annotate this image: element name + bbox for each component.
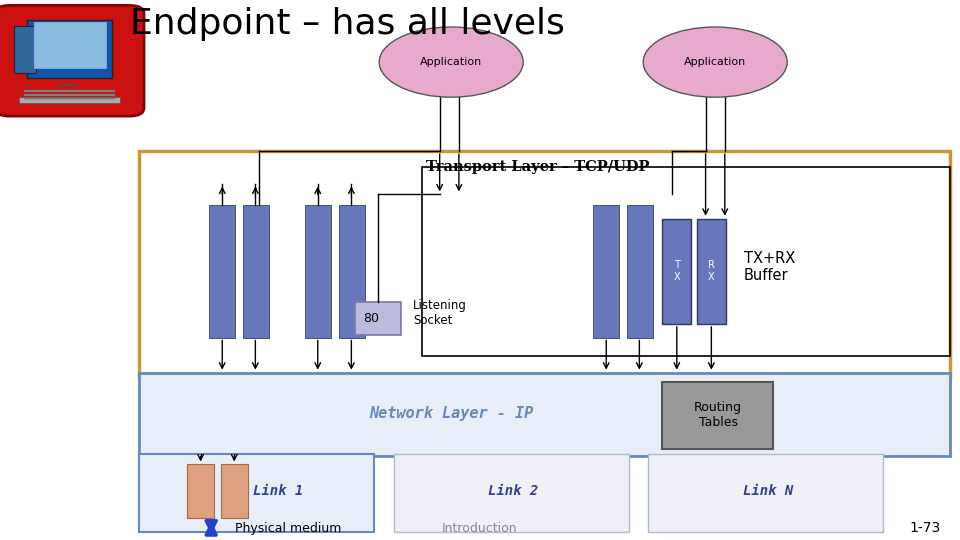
Bar [187,464,214,518]
Bar [139,151,950,378]
Ellipse shape [643,27,787,97]
Bar [139,373,950,456]
Bar [139,454,374,532]
Text: T
X: T X [674,260,680,282]
Text: 1-73: 1-73 [909,521,941,535]
Ellipse shape [379,27,523,97]
Text: Transport Layer – TCP/UDP: Transport Layer – TCP/UDP [426,160,649,174]
Bar [593,205,619,338]
Bar [662,382,773,449]
Bar [355,302,401,335]
FancyBboxPatch shape [0,5,144,116]
Bar [305,205,331,338]
Text: Network Layer - IP: Network Layer - IP [369,406,534,421]
Bar [697,219,726,324]
Text: 80: 80 [364,312,379,325]
Bar [34,22,106,68]
Text: Introduction: Introduction [443,522,517,535]
Text: Routing
Tables: Routing Tables [694,401,742,429]
Text: Physical medium: Physical medium [235,522,342,535]
Bar [243,205,269,338]
Bar [662,219,691,324]
Bar [24,94,115,96]
Text: Application: Application [420,57,482,67]
Bar [58,84,76,85]
Bar [19,97,120,103]
Bar [339,205,365,338]
Bar [209,205,235,338]
Bar [24,98,115,99]
Text: Endpoint – has all levels: Endpoint – has all levels [130,8,564,41]
Bar [24,90,115,92]
Text: Application: Application [684,57,746,67]
Text: Listening
Socket: Listening Socket [413,299,467,327]
Bar [648,454,883,532]
Bar [627,205,653,338]
Text: TX+RX
Buffer: TX+RX Buffer [744,251,795,284]
Text: R
X: R X [708,260,715,282]
Bar [27,19,112,78]
Bar [394,454,629,532]
Bar [221,464,248,518]
Bar [14,25,36,73]
Text: Link N: Link N [743,484,793,498]
Bar [422,167,950,356]
Text: Link 2: Link 2 [489,484,539,498]
Text: Link 1: Link 1 [253,484,303,498]
